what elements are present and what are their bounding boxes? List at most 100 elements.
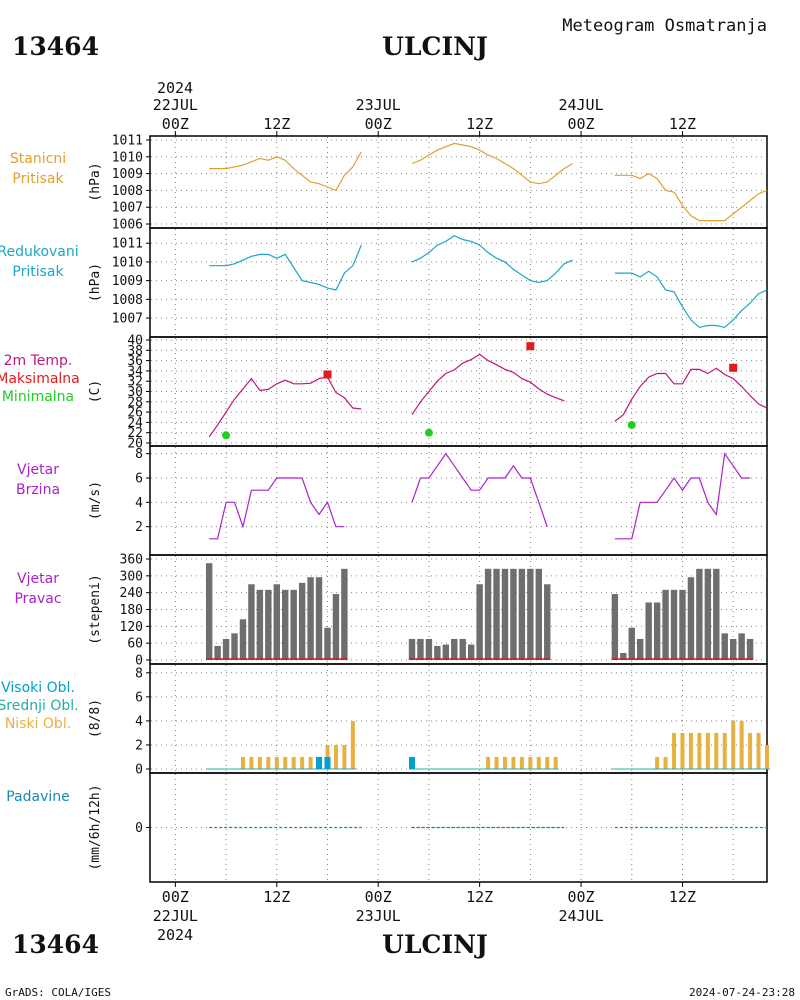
bar <box>527 568 534 660</box>
panel-label: Pritisak <box>12 171 64 187</box>
y-tick-label: 1011 <box>112 237 143 252</box>
bar <box>679 589 686 660</box>
top-year: 2024 <box>157 79 193 97</box>
bar <box>748 732 753 769</box>
y-tick-label: 8 <box>135 666 143 681</box>
y-tick-label: 40 <box>127 334 143 349</box>
tmax-marker <box>323 370 332 379</box>
panel-label: Srednji Obl. <box>0 698 79 714</box>
date-label: 22JUL <box>153 907 198 925</box>
series-line <box>614 367 768 422</box>
date-label: 24JUL <box>558 96 603 114</box>
y-tick-label: 34 <box>127 364 143 379</box>
bar <box>324 627 331 660</box>
bar <box>350 720 355 769</box>
bar <box>670 589 678 660</box>
bar <box>663 756 668 769</box>
bar <box>738 633 745 660</box>
bar <box>721 633 728 660</box>
y-tick-label: 4 <box>135 714 143 729</box>
bar <box>248 584 255 660</box>
panels: 100610071008100910101011(hPa)StanicniPri… <box>0 134 770 883</box>
bar <box>408 638 416 660</box>
y-tick-label: 1008 <box>112 293 143 308</box>
bar <box>494 756 499 769</box>
series-line <box>614 452 751 540</box>
y-tick-label: 6 <box>135 690 143 705</box>
bar <box>283 756 288 769</box>
y-tick-label: 32 <box>127 375 143 390</box>
bar <box>240 756 245 769</box>
bar <box>417 638 424 660</box>
bar <box>697 732 702 769</box>
bar <box>274 756 279 769</box>
y-axis-label: (stepeni) <box>88 574 103 644</box>
time-tick-label: 00Z <box>568 115 595 133</box>
series-line <box>411 452 548 527</box>
time-tick-label: 12Z <box>263 115 290 133</box>
bar <box>425 638 433 660</box>
bar <box>714 732 719 769</box>
bar <box>256 589 264 660</box>
bar <box>545 756 550 769</box>
bar <box>239 619 247 660</box>
bottom-year: 2024 <box>157 926 193 944</box>
bar <box>519 756 524 769</box>
bar <box>729 638 737 660</box>
bar <box>645 602 652 660</box>
bar <box>739 720 744 769</box>
bar <box>451 638 458 660</box>
bar <box>544 584 551 660</box>
panel-padavine: 0 (mm/6h/12h) Padavine <box>6 772 768 883</box>
series-line <box>411 235 573 284</box>
bar <box>265 589 272 660</box>
y-tick-label: 1006 <box>112 218 143 233</box>
panel-label: Minimalna <box>2 389 74 405</box>
y-tick-label: 2 <box>135 520 143 535</box>
bar <box>687 577 695 660</box>
y-tick-label: 2 <box>135 738 143 753</box>
bar <box>535 568 542 660</box>
bar <box>476 584 483 660</box>
bar <box>484 568 492 660</box>
y-tick-label: 38 <box>127 344 143 359</box>
bar <box>315 577 323 660</box>
bar <box>434 645 441 660</box>
series-line <box>614 172 768 222</box>
y-tick-label: 1010 <box>112 150 143 165</box>
bar <box>214 645 221 660</box>
y-tick-label: 30 <box>127 385 143 400</box>
bar <box>324 756 331 769</box>
panel-label: Stanicni <box>10 151 66 167</box>
station-id-top: 13464 <box>12 32 99 61</box>
bar <box>536 756 541 769</box>
bar <box>502 756 507 769</box>
bar <box>409 756 416 769</box>
y-tick-label: 1011 <box>112 134 143 149</box>
date-label: 22JUL <box>153 96 198 114</box>
time-tick-label: 00Z <box>162 115 189 133</box>
bar <box>501 568 509 660</box>
y-tick-label: 6 <box>135 471 143 486</box>
date-label: 23JUL <box>356 907 401 925</box>
bar <box>231 633 238 660</box>
bar <box>467 644 475 660</box>
bar <box>298 582 306 660</box>
bar <box>510 568 517 660</box>
y-tick-label: 36 <box>127 354 143 369</box>
bar <box>688 732 693 769</box>
y-tick-label: 1007 <box>112 312 143 327</box>
bar <box>486 756 491 769</box>
bar <box>333 744 338 769</box>
y-tick-label: 22 <box>127 426 143 441</box>
y-tick-label: 120 <box>120 620 143 635</box>
series-line <box>614 270 768 329</box>
time-tick-label: 00Z <box>162 888 189 906</box>
y-tick-label: 360 <box>120 553 143 568</box>
time-tick-label: 12Z <box>669 115 696 133</box>
bar <box>696 568 703 660</box>
